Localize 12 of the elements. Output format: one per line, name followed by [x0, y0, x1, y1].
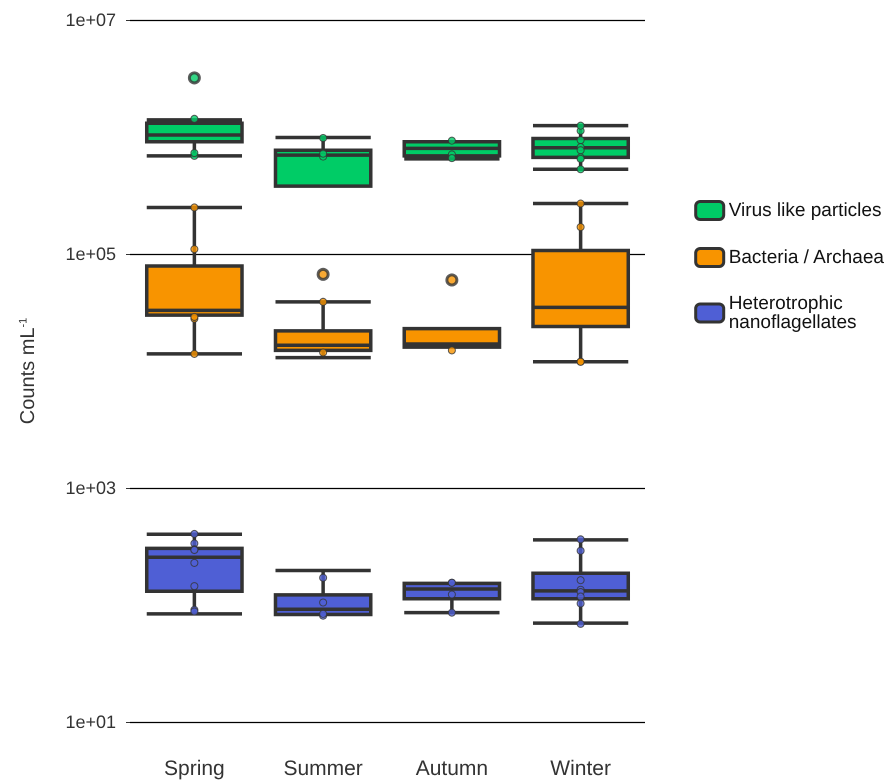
- legend-label: Virus like particles: [728, 200, 882, 221]
- y-axis-title: Counts mL-1: [17, 318, 39, 424]
- y-tick-label: 1e+07: [65, 10, 116, 30]
- x-tick-label: Spring: [164, 757, 225, 780]
- legend-label: Bacteria / Archaea: [728, 247, 884, 268]
- y-tick-label: 1e+03: [65, 478, 116, 498]
- y-tick-label: 1e+01: [65, 712, 116, 732]
- y-tick-label: 1e+05: [65, 244, 116, 264]
- x-tick-label: Summer: [283, 757, 363, 780]
- legend-label: Heterotrophic nanoflagellates: [728, 293, 857, 333]
- x-tick-label: Autumn: [416, 757, 488, 780]
- x-tick-label: Winter: [550, 757, 611, 780]
